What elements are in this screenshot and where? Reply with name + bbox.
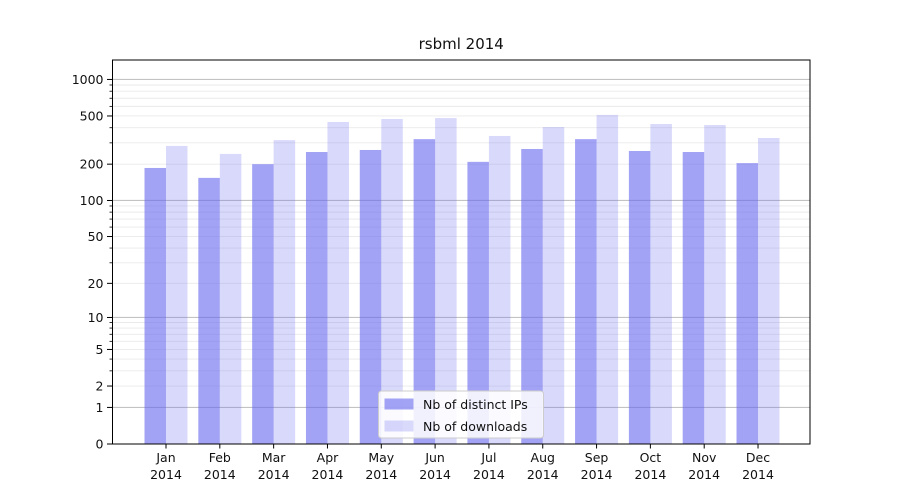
bar-downloads <box>488 135 511 444</box>
bar-distinct-ips <box>628 150 651 444</box>
x-tick-month-label: Nov <box>692 450 717 465</box>
x-tick-month-label: Jul <box>480 450 496 465</box>
x-tick-year-label: 2014 <box>527 467 559 482</box>
y-tick-label: 0 <box>96 437 104 452</box>
bar-downloads <box>381 119 403 445</box>
y-tick-label: 500 <box>80 108 104 123</box>
legend-label-downloads: Nb of downloads <box>423 419 527 434</box>
x-tick-year-label: 2014 <box>204 467 236 482</box>
bar-downloads <box>273 140 296 445</box>
plot-border <box>112 59 811 445</box>
bar-distinct-ips <box>144 167 166 444</box>
y-tick-label: 1000 <box>72 72 104 87</box>
legend-swatch-downloads <box>384 420 414 432</box>
x-tick-year-label: 2014 <box>473 467 505 482</box>
x-tick-month-label: Sep <box>585 450 609 465</box>
y-tick-label: 1 <box>96 400 104 415</box>
x-tick-month-label: Dec <box>746 450 770 465</box>
x-tick-month-label: May <box>368 450 394 465</box>
x-tick-month-label: Mar <box>262 450 286 465</box>
bar-downloads <box>596 114 619 445</box>
y-tick-label: 50 <box>88 229 104 244</box>
x-tick-month-label: Feb <box>209 450 231 465</box>
x-tick-year-label: 2014 <box>419 467 451 482</box>
y-tick-label: 200 <box>80 157 104 172</box>
bar-distinct-ips <box>305 152 328 444</box>
y-tick-label: 10 <box>88 310 104 325</box>
x-tick-year-label: 2014 <box>742 467 774 482</box>
x-tick-month-label: Aug <box>531 450 555 465</box>
y-tick-label: 100 <box>80 193 104 208</box>
bar-distinct-ips <box>359 149 382 444</box>
chart-title: rsbml 2014 <box>419 35 504 53</box>
x-tick-year-label: 2014 <box>688 467 720 482</box>
x-tick-year-label: 2014 <box>312 467 344 482</box>
bar-distinct-ips <box>467 161 489 445</box>
bar-downloads <box>704 125 726 444</box>
bar-downloads <box>166 145 188 445</box>
legend-swatch-distinct-ips <box>384 398 414 410</box>
bar-downloads <box>219 153 242 444</box>
x-tick-month-label: Jan <box>155 450 175 465</box>
bar-distinct-ips <box>575 139 597 444</box>
bar-distinct-ips <box>521 148 543 444</box>
x-tick-month-label: Apr <box>317 450 339 465</box>
x-tick-year-label: 2014 <box>365 467 397 482</box>
y-tick-label: 20 <box>88 276 104 291</box>
x-tick-year-label: 2014 <box>258 467 290 482</box>
bar-downloads <box>758 138 780 444</box>
bar-downloads <box>327 121 349 444</box>
bar-downloads <box>435 118 457 444</box>
legend-label-distinct-ips: Nb of distinct IPs <box>423 397 528 412</box>
x-tick-month-label: Oct <box>640 450 662 465</box>
x-tick-year-label: 2014 <box>634 467 666 482</box>
bar-distinct-ips <box>413 139 436 444</box>
x-tick-month-label: Jun <box>424 450 445 465</box>
legend <box>378 390 544 439</box>
bar-distinct-ips <box>252 164 274 444</box>
bar-downloads <box>542 127 565 444</box>
x-tick-year-label: 2014 <box>581 467 613 482</box>
bar-distinct-ips <box>198 177 220 444</box>
x-tick-year-label: 2014 <box>150 467 182 482</box>
bar-distinct-ips <box>682 152 705 444</box>
bar-downloads <box>650 124 672 445</box>
y-tick-label: 5 <box>96 342 104 357</box>
y-tick-label: 2 <box>96 379 104 394</box>
bar-distinct-ips <box>736 163 759 445</box>
